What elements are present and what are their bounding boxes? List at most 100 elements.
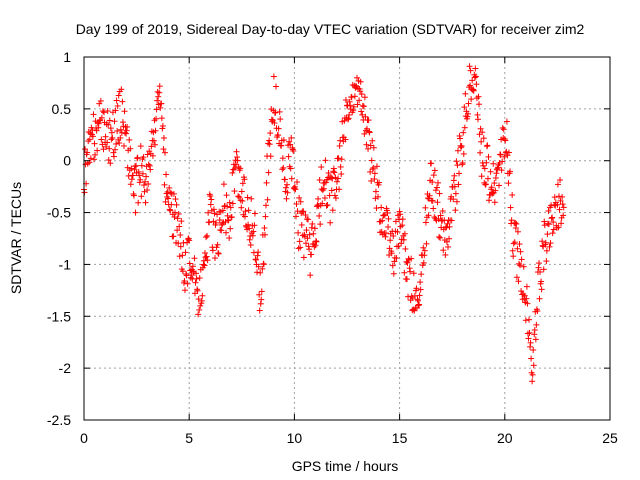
data-point: [237, 165, 244, 172]
data-point: [429, 179, 436, 186]
data-point: [546, 243, 553, 250]
data-point: [238, 204, 245, 211]
data-point: [363, 141, 370, 148]
data-point: [516, 260, 523, 267]
data-point: [167, 207, 174, 214]
data-point: [269, 117, 276, 124]
data-point: [539, 238, 546, 245]
data-point: [555, 193, 562, 200]
data-point: [134, 155, 141, 162]
data-point: [84, 149, 91, 156]
data-point: [347, 102, 354, 109]
data-point: [261, 231, 268, 238]
data-point: [123, 127, 130, 134]
data-point: [289, 146, 296, 153]
data-point: [461, 104, 468, 111]
data-point: [300, 254, 307, 261]
data-point: [154, 88, 161, 95]
data-point: [290, 184, 297, 191]
data-point: [127, 145, 134, 152]
data-point: [128, 165, 135, 172]
data-point: [397, 211, 404, 218]
data-point: [361, 130, 368, 137]
data-point: [208, 196, 215, 203]
data-point: [437, 212, 444, 219]
data-point: [370, 144, 377, 151]
data-point: [544, 231, 551, 238]
data-point: [373, 163, 380, 170]
data-point: [488, 184, 495, 191]
data-point: [110, 149, 117, 156]
data-point: [491, 199, 498, 206]
data-point: [511, 239, 518, 246]
data-point: [297, 244, 304, 251]
data-point: [464, 113, 471, 120]
data-point: [231, 188, 238, 195]
data-point: [517, 248, 524, 255]
data-point: [272, 109, 279, 116]
data-point: [541, 222, 548, 229]
y-tick-label: 0.5: [52, 101, 72, 117]
axis-ticks: [83, 56, 611, 421]
data-point: [470, 86, 477, 93]
data-point: [171, 209, 178, 216]
data-point: [329, 175, 336, 182]
data-point: [265, 140, 272, 147]
data-point: [484, 175, 491, 182]
data-point: [137, 176, 144, 183]
data-point: [158, 100, 165, 107]
data-point: [362, 113, 369, 120]
data-point: [117, 126, 124, 133]
data-point: [121, 108, 128, 115]
data-point: [262, 202, 269, 209]
data-point: [163, 171, 170, 178]
data-point: [248, 229, 255, 236]
data-point: [483, 159, 490, 166]
data-point: [454, 147, 461, 154]
data-point: [529, 378, 536, 385]
data-point: [90, 111, 97, 118]
data-point: [312, 238, 319, 245]
data-point: [406, 265, 413, 272]
data-point: [425, 212, 432, 219]
data-point: [251, 210, 258, 217]
data-point: [309, 220, 316, 227]
data-point: [523, 283, 530, 290]
data-point: [245, 221, 252, 228]
data-point: [382, 233, 389, 240]
data-point: [303, 227, 310, 234]
data-point: [175, 210, 182, 217]
data-point: [319, 200, 326, 207]
y-tick-label: -2.5: [47, 412, 71, 428]
data-point: [478, 138, 485, 145]
data-point: [421, 252, 428, 259]
data-point: [543, 258, 550, 265]
data-point: [250, 228, 257, 235]
data-point: [93, 127, 100, 134]
data-point: [134, 154, 141, 161]
data-point: [161, 181, 168, 188]
data-point: [138, 193, 145, 200]
data-point: [247, 242, 254, 249]
data-point: [179, 252, 186, 259]
data-point: [306, 246, 313, 253]
data-point: [371, 170, 378, 177]
data-point: [214, 241, 221, 248]
data-point: [423, 240, 430, 247]
data-point: [82, 146, 89, 153]
data-point: [540, 266, 547, 273]
data-point: [286, 138, 293, 145]
data-point: [439, 208, 446, 215]
data-point: [407, 268, 414, 275]
y-tick-label: 0: [63, 153, 71, 169]
data-point: [114, 102, 121, 109]
data-point: [244, 194, 251, 201]
data-point: [336, 186, 343, 193]
data-point: [509, 191, 516, 198]
data-point: [165, 195, 172, 202]
data-point: [109, 134, 116, 141]
data-point: [451, 183, 458, 190]
data-point: [559, 201, 566, 208]
data-point: [200, 257, 207, 264]
